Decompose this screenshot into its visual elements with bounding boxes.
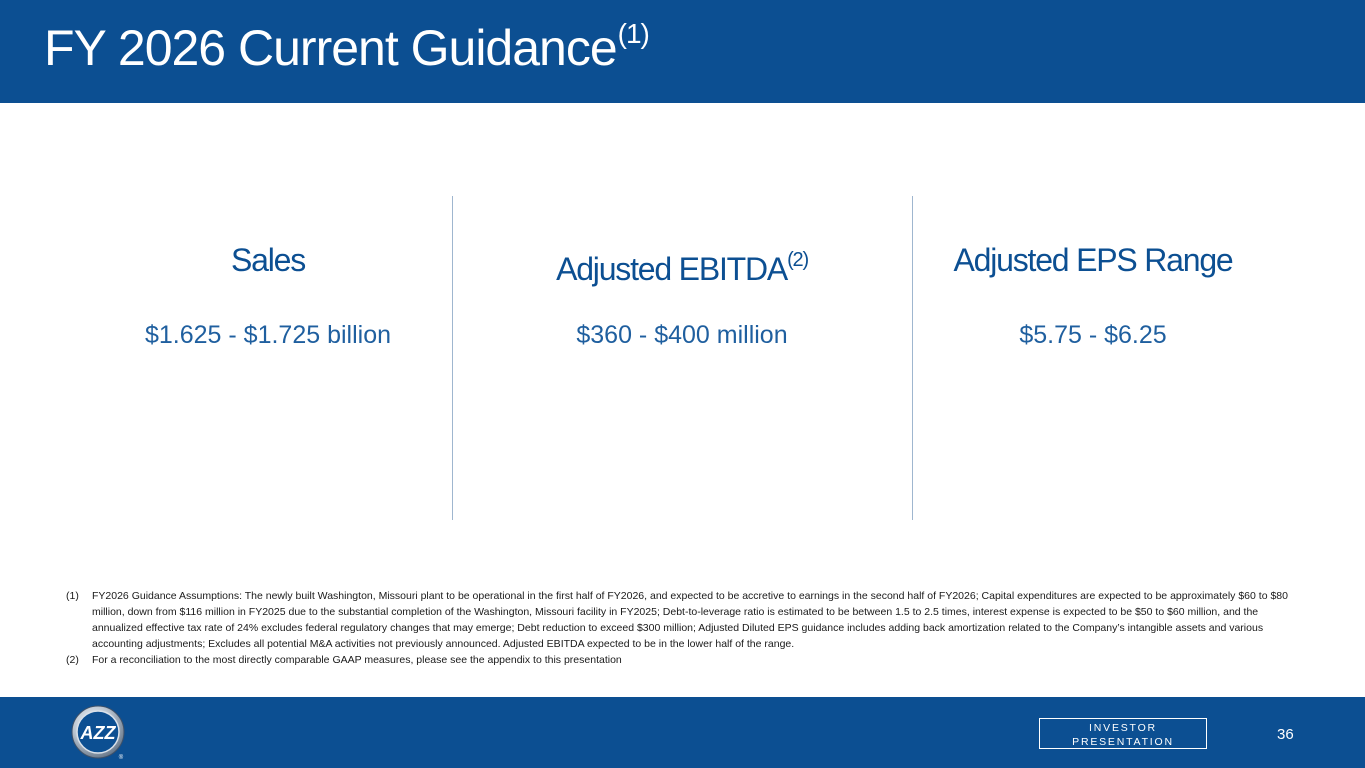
badge-line-1: INVESTOR [1089, 722, 1157, 734]
footnote-2: (2) For a reconciliation to the most dir… [66, 652, 1306, 668]
metric-label: Adjusted EBITDA(2) [472, 238, 892, 287]
badge-line-2: PRESENTATION [1072, 736, 1174, 748]
footnote-text: FY2026 Guidance Assumptions: The newly b… [92, 590, 1288, 650]
page-title-footnote-marker: (1) [617, 18, 650, 49]
page-title: FY 2026 Current Guidance(1) [44, 18, 650, 77]
azz-logo-icon: AZZ ® [71, 705, 125, 761]
metric-value: $360 - $400 million [576, 321, 788, 349]
logo-text: AZZ [80, 723, 117, 743]
column-divider-2 [912, 196, 913, 520]
column-divider-1 [452, 196, 453, 520]
investor-presentation-badge: INVESTOR PRESENTATION [1039, 718, 1207, 749]
metric-adjusted-ebitda: Adjusted EBITDA(2) $360 - $400 million [472, 238, 892, 350]
footnotes: (1) FY2026 Guidance Assumptions: The new… [66, 588, 1306, 668]
page-number: 36 [1277, 726, 1294, 743]
metric-adjusted-eps: Adjusted EPS Range $5.75 - $6.25 [883, 238, 1303, 350]
logo-registered-mark: ® [119, 754, 124, 761]
page-title-text: FY 2026 Current Guidance [44, 20, 618, 76]
footnote-marker: (2) [66, 654, 79, 666]
header-bar: FY 2026 Current Guidance(1) [0, 0, 1365, 103]
footnote-text: For a reconciliation to the most directl… [92, 654, 622, 666]
metric-label-text: Adjusted EBITDA [556, 251, 788, 287]
footnote-1: (1) FY2026 Guidance Assumptions: The new… [66, 588, 1306, 652]
metric-label-text: Adjusted EPS Range [953, 242, 1233, 278]
metric-sales: Sales $1.625 - $1.725 billion [58, 238, 478, 350]
footer-bar [0, 697, 1365, 768]
metric-footnote-marker: (2) [787, 249, 809, 271]
metric-label: Sales [58, 238, 478, 282]
metric-value: $5.75 - $6.25 [1019, 321, 1167, 349]
metric-label: Adjusted EPS Range [883, 238, 1303, 282]
metric-value: $1.625 - $1.725 billion [144, 321, 392, 349]
footnote-marker: (1) [66, 590, 79, 602]
metric-label-text: Sales [230, 242, 306, 278]
